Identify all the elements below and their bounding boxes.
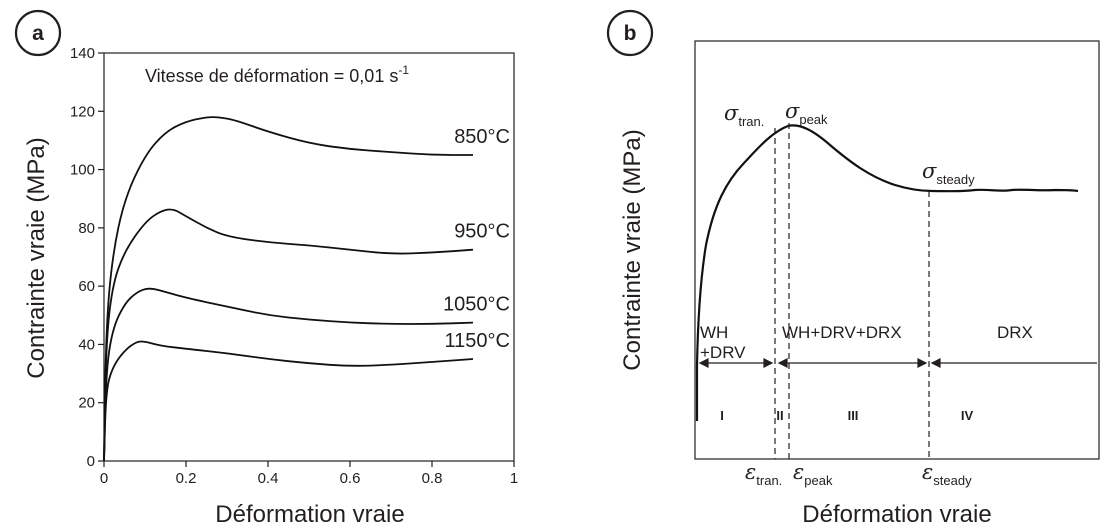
x-tick-label: 0.8: [422, 470, 443, 487]
series-label-3: 1150°C: [445, 330, 510, 352]
panel-b-epsilon-steady-label: εsteady: [922, 460, 972, 488]
panel-b-flow-curve: [695, 124, 1079, 421]
panel-b-region-IV: IV: [961, 408, 974, 423]
y-tick-label: 20: [78, 395, 95, 412]
panel-b-region-III: III: [848, 408, 859, 423]
panel-b-region-II: II: [776, 408, 783, 423]
y-tick-label: 60: [78, 278, 95, 295]
x-tick-label: 0.2: [176, 470, 197, 487]
series-line-2: [103, 287, 474, 462]
panel-b-epsilon-peak-label: εpeak: [793, 460, 833, 488]
series-label-2: 1050°C: [443, 294, 510, 316]
y-tick-label: 0: [87, 453, 95, 470]
panel-a-letter: a: [32, 22, 44, 45]
y-tick-label: 40: [78, 336, 95, 353]
panel-b-y-axis-label: Contrainte vraie (MPa): [619, 129, 646, 370]
panel-b-letter: b: [624, 22, 637, 45]
series-line-0: [103, 116, 473, 462]
y-tick-label: 140: [70, 45, 95, 62]
panel-b-region-I: I: [720, 408, 724, 423]
panel-b-badge: [606, 9, 654, 57]
panel-b-sigma-steady-label: σsteady: [922, 159, 975, 187]
panel-a-plot-frame: [103, 52, 515, 462]
panel-b-arrowhead-1-left: [698, 358, 709, 368]
panel-a-y-axis-label: Contrainte vraie (MPa): [23, 137, 50, 378]
panel-a-annotation: Vitesse de déformation = 0,01 s-1: [145, 63, 409, 86]
panel-a-x-ticks: 0 0.2 0.4 0.6 0.8 1: [100, 461, 518, 487]
panel-a-x-axis-label: Déformation vraie: [215, 501, 404, 528]
panel-b-epsilon-tran-label: εtran.: [745, 460, 782, 488]
panel-b-region-2-label: WH+DRV+DRX: [782, 323, 902, 342]
panel-b-x-axis-label: Déformation vraie: [802, 501, 991, 528]
x-tick-label: 0.4: [258, 470, 279, 487]
series-label-1: 950°C: [454, 221, 510, 243]
panel-b-plot-frame: [694, 40, 1100, 460]
panel-a: a 0 20 40 60 80 100 120 140 0 0.2 0.4 0.6 0.8 1 850°…: [14, 9, 518, 528]
panel-b-region-1-label: WH +DRV: [700, 323, 746, 362]
panel-b-arrowhead-4-left: [930, 358, 941, 368]
panel-b-region-4-label: DRX: [997, 323, 1033, 342]
y-tick-label: 100: [70, 162, 95, 179]
series-line-3: [103, 340, 474, 462]
panel-a-series-labels: 850°C 950°C 1050°C 1150°C: [443, 126, 510, 352]
x-tick-label: 0: [100, 470, 108, 487]
panel-b-arrowhead-1-right: [763, 358, 774, 368]
y-tick-label: 80: [78, 220, 95, 237]
panel-a-y-ticks: 0 20 40 60 80 100 120 140: [70, 45, 104, 470]
panel-b-sigma-tran-label: σtran.: [724, 101, 764, 129]
panel-b-sigma-peak-label: σpeak: [785, 99, 828, 127]
panel-a-badge: [14, 9, 62, 57]
series-label-0: 850°C: [454, 126, 510, 148]
panel-b-arrowhead-2-right: [917, 358, 928, 368]
panel-b-region-arrows: [698, 358, 1097, 368]
y-tick-label: 120: [70, 103, 95, 120]
panel-b: b σtran. σpeak σsteady εtran. εpeak εste…: [606, 9, 1100, 528]
series-line-1: [103, 208, 474, 462]
panel-b-arrowhead-2-left: [777, 358, 788, 368]
x-tick-label: 1: [510, 470, 518, 487]
x-tick-label: 0.6: [340, 470, 361, 487]
panel-a-series: [103, 116, 474, 462]
